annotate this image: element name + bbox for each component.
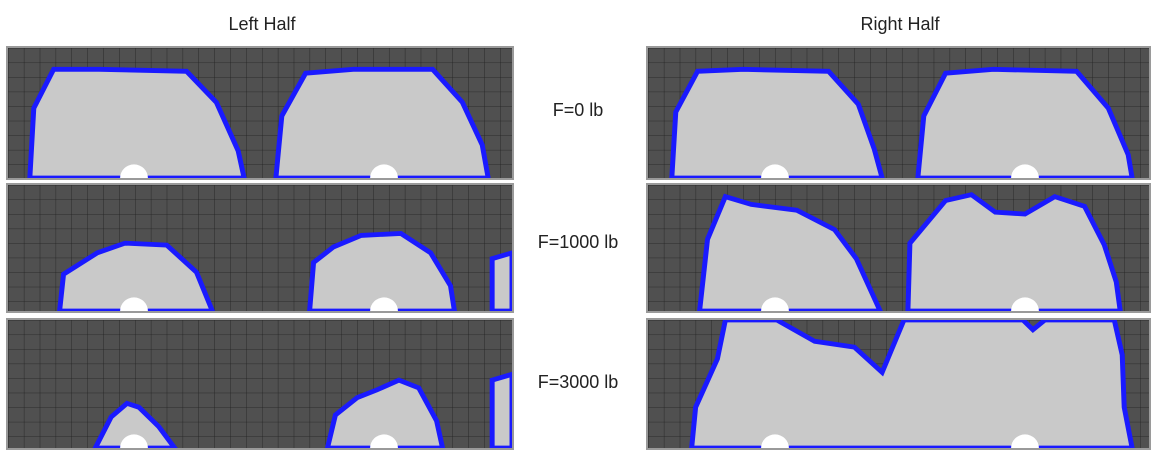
force-label-0: F=0 lb: [552, 100, 604, 120]
contact-region: [324, 377, 446, 448]
contact-region: [489, 371, 512, 448]
contact-region: [905, 192, 1123, 311]
force-label-3000: F=3000 lb: [537, 372, 619, 392]
contact-region: [915, 66, 1135, 178]
contact-region: [689, 320, 1135, 448]
contact-region: [92, 400, 178, 448]
contact-region: [697, 193, 883, 311]
panel-left-f3000: [6, 318, 514, 450]
panel-left-f1000: [6, 183, 514, 313]
panel-right-f0: [646, 46, 1151, 180]
contact-region: [27, 66, 247, 178]
contact-region: [489, 250, 512, 311]
contact-region: [307, 231, 457, 311]
left-half-title: Left Half: [228, 14, 296, 34]
contact-region: [57, 240, 216, 311]
panel-left-f0: [6, 46, 514, 180]
contact-region: [273, 66, 491, 178]
panel-right-f3000: [646, 318, 1151, 450]
contact-region: [669, 66, 885, 178]
panel-right-f1000: [646, 183, 1151, 313]
force-label-1000: F=1000 lb: [537, 232, 619, 252]
right-half-title: Right Half: [860, 14, 940, 34]
